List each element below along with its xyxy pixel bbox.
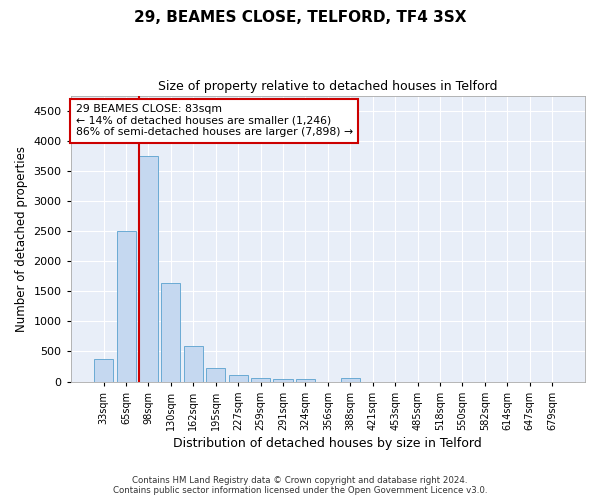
Bar: [184, 346, 203, 382]
Bar: [341, 378, 360, 382]
Text: Contains HM Land Registry data © Crown copyright and database right 2024.
Contai: Contains HM Land Registry data © Crown c…: [113, 476, 487, 495]
X-axis label: Distribution of detached houses by size in Telford: Distribution of detached houses by size …: [173, 437, 482, 450]
Bar: [139, 156, 158, 382]
Bar: [94, 360, 113, 382]
Y-axis label: Number of detached properties: Number of detached properties: [15, 146, 28, 332]
Bar: [251, 378, 270, 382]
Title: Size of property relative to detached houses in Telford: Size of property relative to detached ho…: [158, 80, 497, 93]
Bar: [229, 375, 248, 382]
Text: 29, BEAMES CLOSE, TELFORD, TF4 3SX: 29, BEAMES CLOSE, TELFORD, TF4 3SX: [134, 10, 466, 25]
Bar: [274, 378, 293, 382]
Bar: [161, 283, 181, 382]
Bar: [206, 368, 225, 382]
Bar: [296, 380, 315, 382]
Bar: [116, 231, 136, 382]
Text: 29 BEAMES CLOSE: 83sqm
← 14% of detached houses are smaller (1,246)
86% of semi-: 29 BEAMES CLOSE: 83sqm ← 14% of detached…: [76, 104, 353, 138]
